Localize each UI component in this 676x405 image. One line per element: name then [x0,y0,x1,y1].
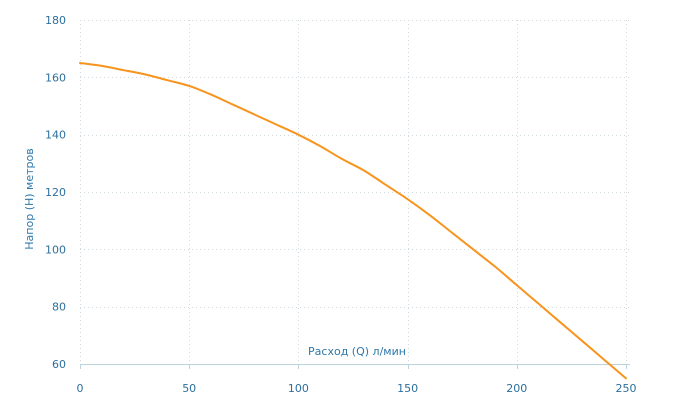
x-axis-title: Расход (Q) л/мин [308,345,406,358]
y-tick-label: 80 [52,301,66,314]
head-flow-curve [79,62,627,380]
y-tick-label: 180 [45,14,66,27]
y-tick-label: 100 [45,243,66,256]
x-axis-tick-labels: 0 50 100 150 200 250 [77,382,637,395]
x-tick-label: 100 [288,382,309,395]
y-tick-label: 120 [45,186,66,199]
x-tick-label: 150 [397,382,418,395]
grid-lines [80,20,630,364]
y-tick-label: 60 [52,358,66,371]
y-tick-label: 160 [45,71,66,84]
x-tick-label: 250 [616,382,637,395]
y-axis-title: Напор (H) метров [23,148,36,249]
y-tick-label: 140 [45,129,66,142]
x-tick-label: 50 [182,382,196,395]
x-tick-label: 200 [506,382,527,395]
x-tick-label: 0 [77,382,84,395]
x-tick-marks [80,364,627,369]
y-axis-tick-labels: 60 80 100 120 140 160 180 [45,14,66,371]
